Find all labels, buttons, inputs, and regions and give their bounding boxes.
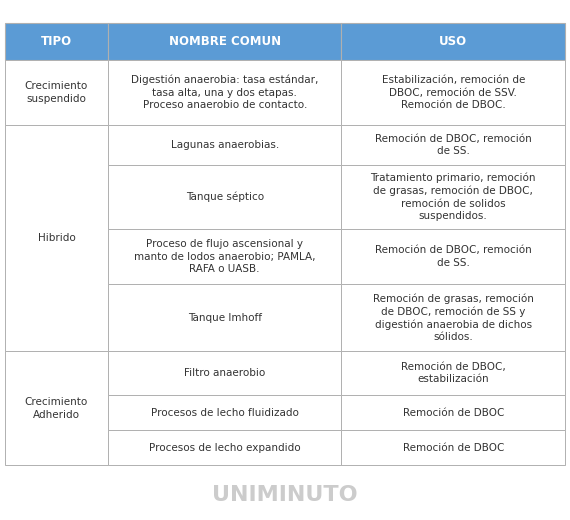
Text: Remoción de grasas, remoción
de DBOC, remoción de SS y
digestión anaerobia de di: Remoción de grasas, remoción de DBOC, re… [373, 293, 534, 342]
FancyBboxPatch shape [108, 60, 341, 125]
FancyBboxPatch shape [341, 165, 565, 229]
Text: Estabilización, remoción de
DBOC, remoción de SSV.
Remoción de DBOC.: Estabilización, remoción de DBOC, remoci… [381, 75, 525, 110]
FancyBboxPatch shape [108, 125, 341, 165]
FancyBboxPatch shape [341, 125, 565, 165]
FancyBboxPatch shape [5, 125, 108, 351]
Text: Tratamiento primario, remoción
de grasas, remoción de DBOC,
remoción de solidos
: Tratamiento primario, remoción de grasas… [370, 173, 536, 221]
FancyBboxPatch shape [108, 165, 341, 229]
Text: Remoción de DBOC,
estabilización: Remoción de DBOC, estabilización [401, 362, 506, 384]
FancyBboxPatch shape [5, 60, 108, 125]
Text: USO: USO [439, 35, 467, 48]
Text: Remoción de DBOC, remoción
de SS.: Remoción de DBOC, remoción de SS. [375, 245, 532, 268]
FancyBboxPatch shape [341, 284, 565, 351]
Text: Lagunas anaerobias.: Lagunas anaerobias. [170, 140, 279, 150]
FancyBboxPatch shape [341, 395, 565, 430]
FancyBboxPatch shape [341, 430, 565, 465]
FancyBboxPatch shape [341, 23, 565, 60]
FancyBboxPatch shape [341, 60, 565, 125]
Text: Hibrido: Hibrido [38, 233, 75, 243]
FancyBboxPatch shape [5, 351, 108, 465]
FancyBboxPatch shape [108, 229, 341, 284]
Text: Remoción de DBOC, remoción
de SS.: Remoción de DBOC, remoción de SS. [375, 134, 532, 157]
Text: Crecimiento
suspendido: Crecimiento suspendido [25, 82, 88, 104]
Text: UNIMINUTO: UNIMINUTO [212, 485, 358, 505]
FancyBboxPatch shape [108, 284, 341, 351]
FancyBboxPatch shape [341, 351, 565, 395]
FancyBboxPatch shape [108, 351, 341, 395]
Text: Digestión anaerobia: tasa estándar,
tasa alta, una y dos etapas.
Proceso anaerob: Digestión anaerobia: tasa estándar, tasa… [131, 75, 319, 110]
Text: Tanque séptico: Tanque séptico [186, 191, 264, 202]
Text: Filtro anaerobio: Filtro anaerobio [184, 368, 265, 378]
Text: TIPO: TIPO [41, 35, 72, 48]
Text: Remoción de DBOC: Remoción de DBOC [402, 408, 504, 418]
Text: Proceso de flujo ascensional y
manto de lodos anaerobio; PAMLA,
RAFA o UASB.: Proceso de flujo ascensional y manto de … [134, 239, 315, 274]
Text: Crecimiento
Adherido: Crecimiento Adherido [25, 397, 88, 420]
Text: NOMBRE COMUN: NOMBRE COMUN [169, 35, 281, 48]
Text: Tanque Imhoff: Tanque Imhoff [188, 313, 262, 323]
FancyBboxPatch shape [5, 23, 108, 60]
FancyBboxPatch shape [341, 229, 565, 284]
FancyBboxPatch shape [108, 395, 341, 430]
Text: Procesos de lecho fluidizado: Procesos de lecho fluidizado [151, 408, 299, 418]
FancyBboxPatch shape [108, 23, 341, 60]
Text: Procesos de lecho expandido: Procesos de lecho expandido [149, 443, 300, 453]
FancyBboxPatch shape [108, 430, 341, 465]
Text: Remoción de DBOC: Remoción de DBOC [402, 443, 504, 453]
